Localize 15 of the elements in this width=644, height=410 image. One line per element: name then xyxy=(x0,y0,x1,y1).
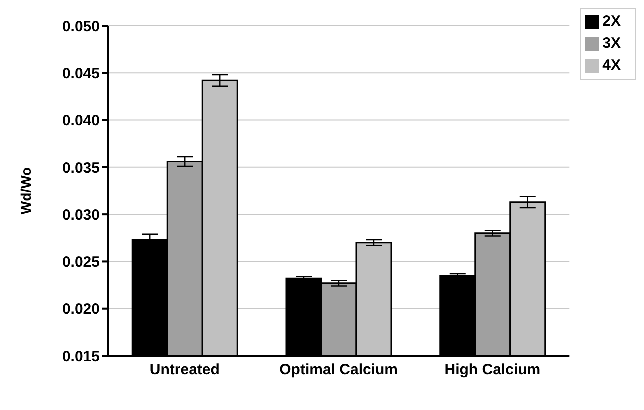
y-tick-label: 0.020 xyxy=(62,301,100,318)
y-tick-label: 0.025 xyxy=(62,254,100,272)
y-axis-title: Wd/Wo xyxy=(18,167,34,215)
legend-label: 4X xyxy=(602,57,621,74)
legend-label: 3X xyxy=(602,35,621,52)
y-tick-label: 0.045 xyxy=(62,65,100,82)
y-tick-label: 0.015 xyxy=(62,348,100,366)
y-tick-label: 0.030 xyxy=(62,206,100,224)
x-tick-label: High Calcium xyxy=(444,362,541,379)
legend-label: 2X xyxy=(602,13,621,30)
y-tick-label: 0.050 xyxy=(62,18,100,36)
y-tick-label: 0.035 xyxy=(62,160,100,177)
y-tick-label: 0.040 xyxy=(62,112,100,130)
x-tick-label: Optimal Calcium xyxy=(280,362,398,379)
x-tick-label: Untreated xyxy=(150,362,220,379)
